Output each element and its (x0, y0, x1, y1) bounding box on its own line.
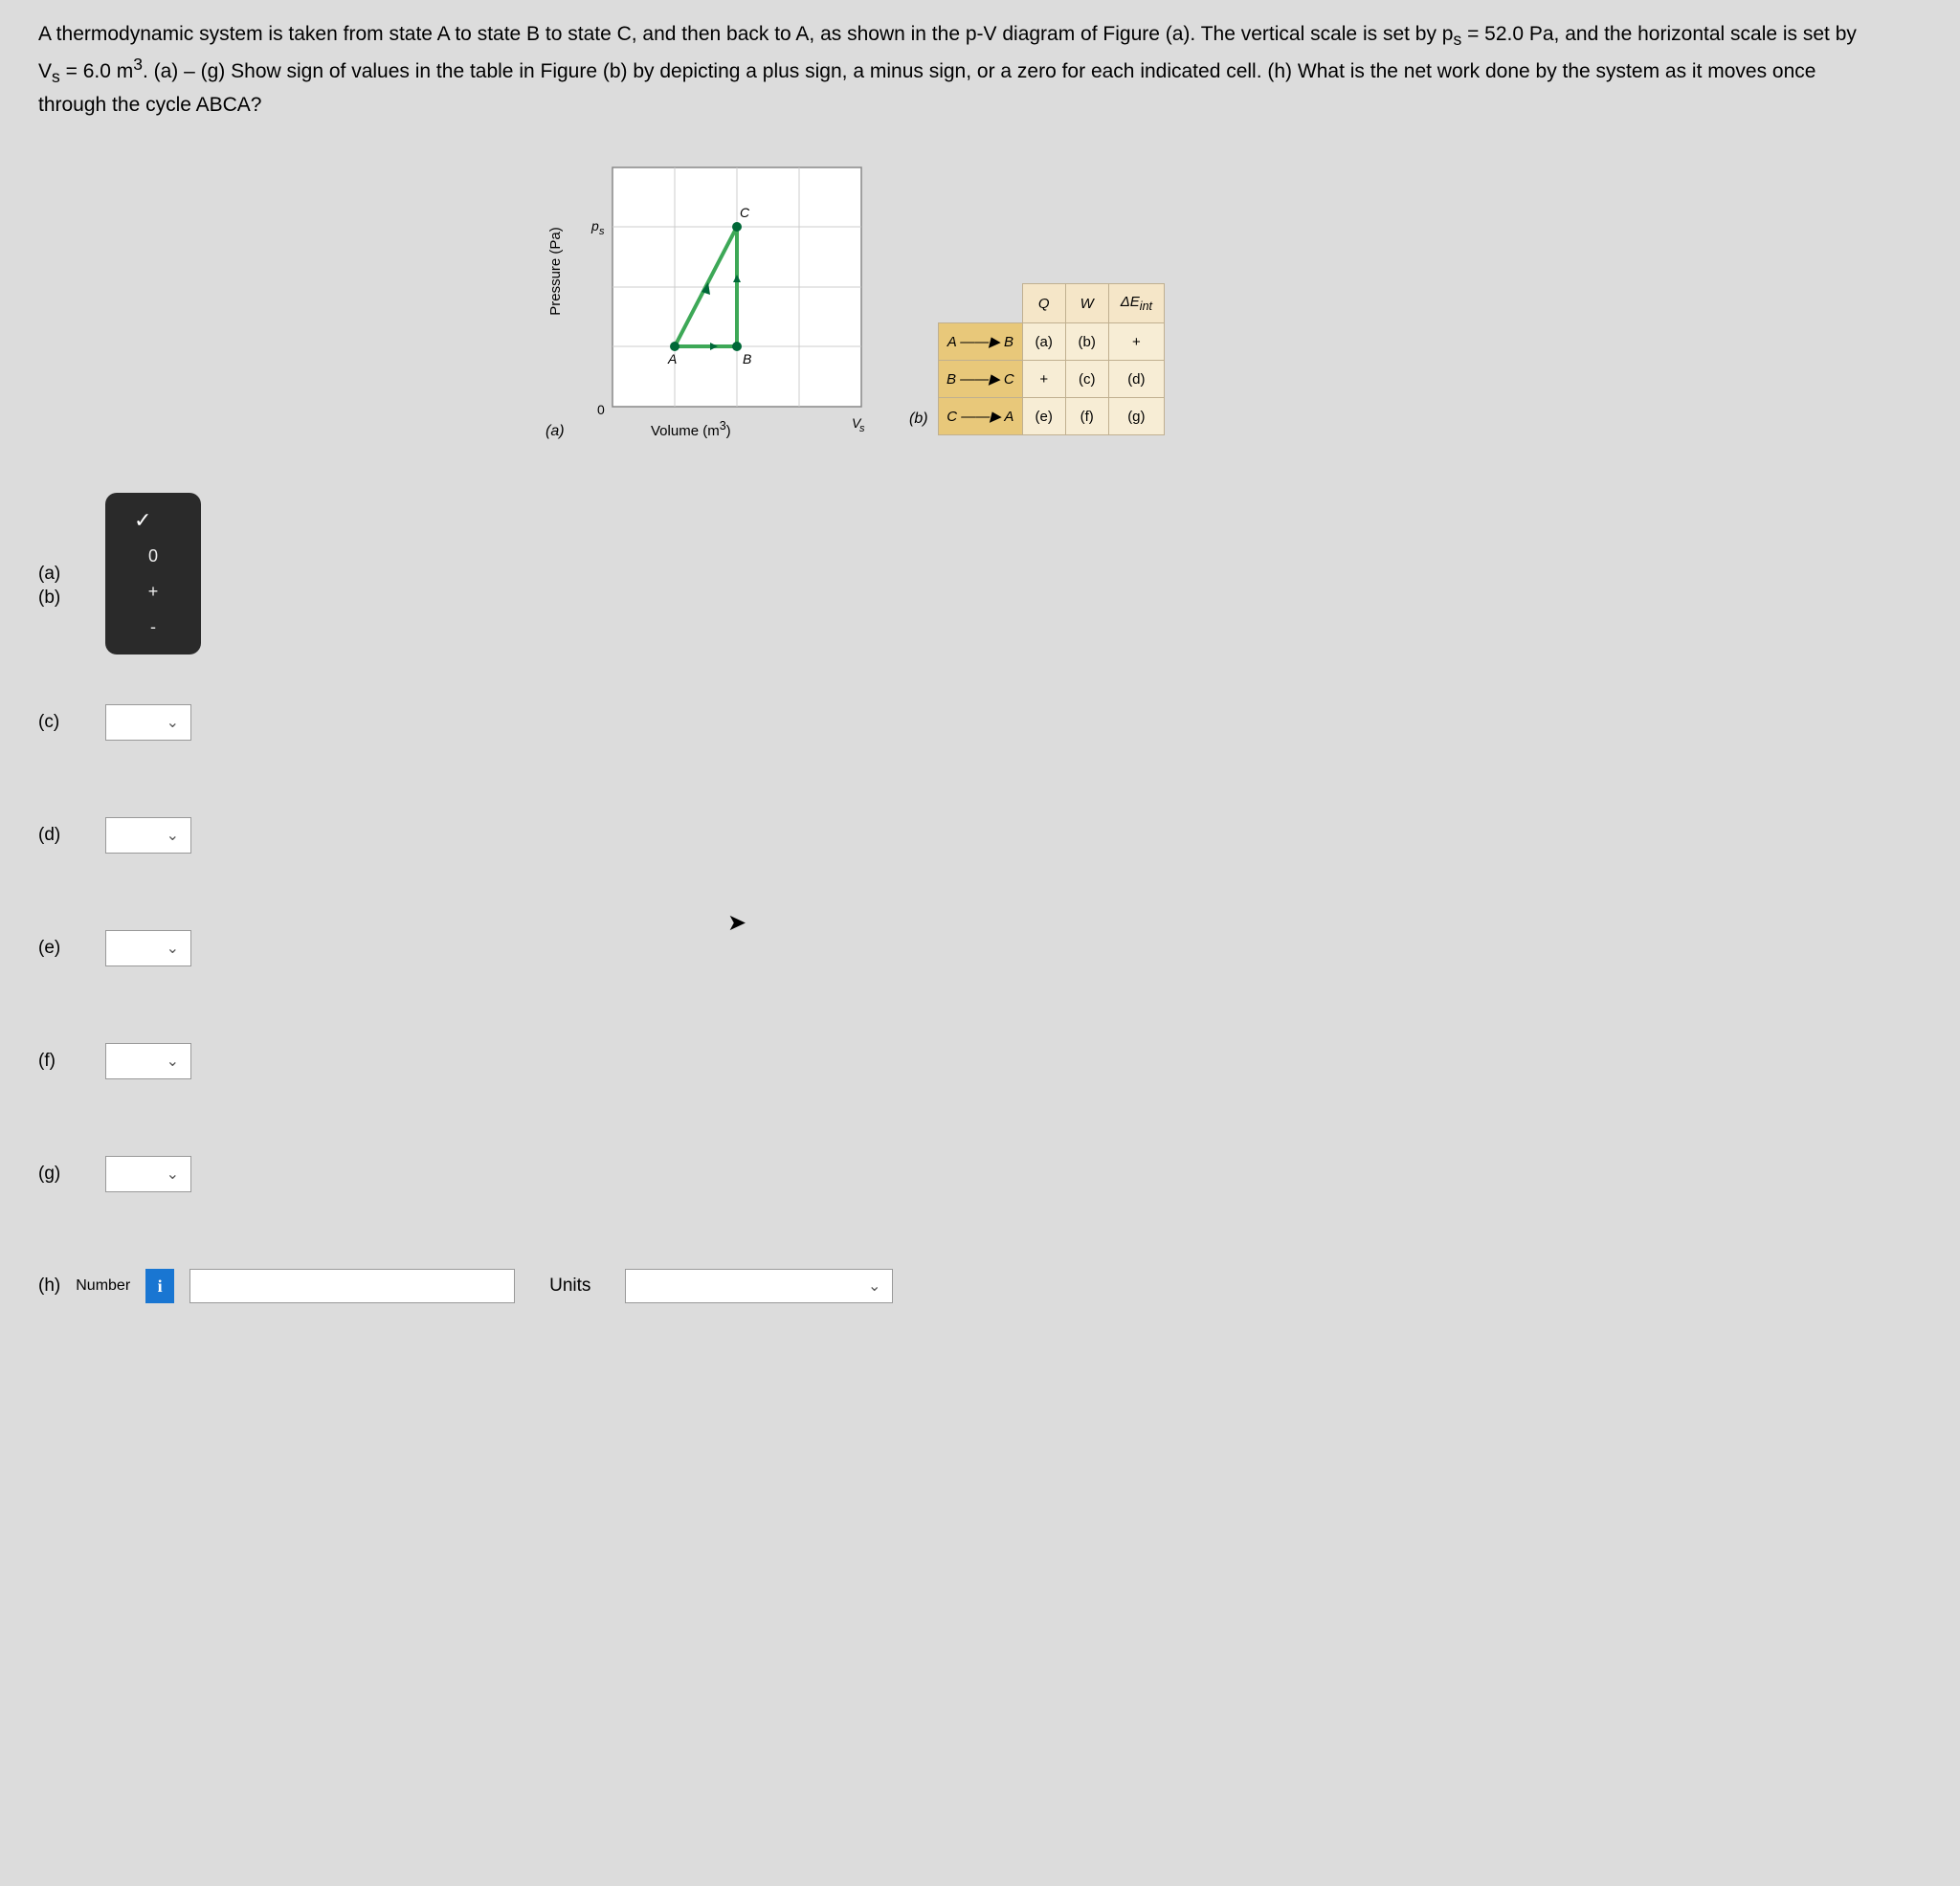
answer-f-dropdown[interactable]: ⌄ (105, 1043, 191, 1079)
process-bc: B ——▶ C (939, 361, 1023, 398)
y-axis-label: Pressure (Pa) (547, 228, 564, 317)
process-ab: A ——▶ B (939, 323, 1023, 361)
chevron-down-icon: ⌄ (167, 1052, 179, 1071)
answer-h-label: (h) (38, 1276, 60, 1297)
option-minus[interactable]: - (150, 615, 156, 639)
option-zero[interactable]: 0 (148, 544, 158, 568)
answer-f-label: (f) (38, 1051, 77, 1072)
units-dropdown[interactable]: ⌄ (625, 1269, 893, 1303)
pv-diagram: A B C p s 0 V s (565, 158, 880, 435)
chevron-down-icon: ⌄ (167, 1165, 179, 1184)
svg-text:A: A (667, 351, 677, 366)
question-text: A thermodynamic system is taken from sta… (38, 19, 1857, 120)
answer-e-dropdown[interactable]: ⌄ (105, 930, 191, 966)
answer-a-dropdown-open[interactable]: ✓ 0 + - (105, 493, 201, 655)
answer-d-label: (d) (38, 825, 77, 846)
figure-b-caption: (b) (909, 410, 928, 428)
answer-c-label: (c) (38, 712, 77, 733)
svg-text:s: s (599, 226, 605, 237)
svg-text:p: p (590, 218, 599, 233)
svg-text:s: s (859, 423, 865, 434)
process-ca: C ——▶ A (939, 398, 1023, 435)
figure-a-caption: (a) (546, 423, 565, 440)
sign-table: Q W ΔEint A ——▶ B (a) (b) + B ——▶ C + (c… (938, 283, 1165, 435)
number-label: Number (76, 1277, 130, 1295)
answer-d-dropdown[interactable]: ⌄ (105, 817, 191, 854)
x-axis-label: Volume (m3) (651, 419, 731, 439)
table-header-q: Q (1022, 284, 1065, 323)
table-row: B ——▶ C + (c) (d) (939, 361, 1165, 398)
table-header-w: W (1065, 284, 1108, 323)
info-icon[interactable]: i (145, 1269, 174, 1303)
answer-b-label: (b) (38, 588, 77, 609)
answer-g-label: (g) (38, 1164, 77, 1185)
table-row: C ——▶ A (e) (f) (g) (939, 398, 1165, 435)
answer-e-label: (e) (38, 938, 77, 959)
chevron-down-icon: ⌄ (167, 713, 179, 732)
answer-a-label: (a) (38, 564, 77, 585)
answer-c-dropdown[interactable]: ⌄ (105, 704, 191, 741)
chevron-down-icon: ⌄ (167, 826, 179, 845)
answer-g-dropdown[interactable]: ⌄ (105, 1156, 191, 1192)
svg-text:C: C (740, 205, 750, 220)
figure-b: (b) Q W ΔEint A ——▶ B (a) (b) + B ——▶ C … (938, 283, 1165, 435)
chevron-down-icon: ⌄ (868, 1276, 880, 1296)
svg-text:B: B (743, 351, 751, 366)
check-icon: ✓ (134, 508, 151, 533)
chevron-down-icon: ⌄ (167, 939, 179, 958)
number-input[interactable] (189, 1269, 515, 1303)
option-plus[interactable]: + (148, 580, 159, 604)
figure-a: Pressure (Pa) A (565, 158, 880, 435)
units-label: Units (549, 1276, 590, 1297)
table-header-de: ΔEint (1108, 284, 1164, 323)
table-row: A ——▶ B (a) (b) + (939, 323, 1165, 361)
svg-text:0: 0 (597, 402, 605, 417)
